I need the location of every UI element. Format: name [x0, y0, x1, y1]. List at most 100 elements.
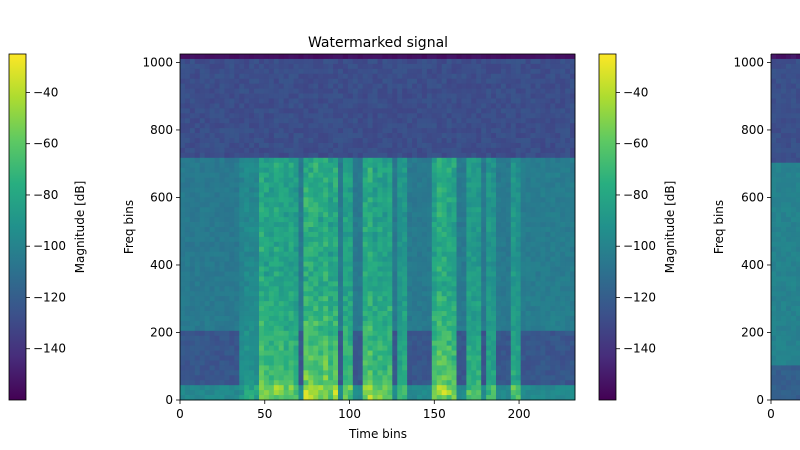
heatmap-cell: [283, 78, 290, 85]
heatmap-cell: [219, 142, 225, 149]
heatmap-cell: [180, 390, 186, 396]
heatmap-cell: [199, 192, 206, 198]
heatmap-cell: [229, 365, 235, 371]
heatmap-cell: [407, 192, 413, 198]
heatmap-cell: [234, 296, 240, 302]
heatmap-cell: [180, 98, 186, 104]
heatmap-cell: [194, 103, 201, 109]
heatmap-cell: [357, 128, 364, 134]
heatmap-cell: [412, 58, 418, 65]
heatmap-cell: [510, 113, 517, 119]
heatmap-cell: [189, 365, 196, 371]
heatmap-cell: [367, 330, 373, 337]
heatmap-cell: [273, 187, 280, 193]
heatmap-cell: [486, 212, 492, 218]
heatmap-cell: [476, 197, 482, 203]
heatmap-cell: [254, 350, 260, 356]
heatmap-cell: [293, 162, 299, 169]
heatmap-cell: [323, 172, 329, 178]
heatmap-cell: [505, 365, 512, 371]
heatmap-cell: [293, 231, 299, 238]
heatmap-cell: [234, 335, 240, 342]
heatmap-cell: [278, 261, 285, 267]
heatmap-cell: [520, 187, 527, 193]
heatmap-cell: [436, 325, 443, 332]
heatmap-cell: [357, 202, 364, 208]
heatmap-cell: [293, 192, 299, 198]
heatmap-cell: [234, 187, 240, 193]
heatmap-cell: [263, 123, 270, 129]
heatmap-cell: [417, 370, 423, 376]
heatmap-cell: [367, 227, 373, 233]
heatmap-cell: [328, 340, 334, 347]
heatmap-cell: [505, 192, 512, 198]
heatmap-cell: [491, 350, 497, 356]
heatmap-cell: [328, 68, 334, 75]
heatmap-cell: [288, 246, 294, 253]
heatmap-cell: [357, 390, 364, 396]
heatmap-cell: [402, 340, 408, 347]
heatmap-cell: [397, 301, 403, 307]
heatmap-cell: [293, 142, 299, 149]
heatmap-cell: [313, 236, 319, 243]
heatmap-cell: [496, 128, 502, 134]
heatmap-cell: [313, 241, 319, 248]
heatmap-cell: [476, 227, 482, 233]
heatmap-cell: [308, 320, 314, 327]
heatmap-cell: [515, 54, 522, 60]
heatmap-cell: [214, 350, 220, 356]
heatmap-cell: [234, 133, 240, 139]
heatmap-cell: [515, 395, 522, 401]
heatmap-cell: [209, 261, 215, 267]
heatmap-cell: [328, 281, 334, 287]
heatmap-cell: [313, 395, 319, 401]
heatmap-cell: [328, 231, 334, 238]
heatmap-cell: [219, 192, 225, 198]
heatmap-cell: [417, 103, 423, 109]
heatmap-cell: [189, 266, 196, 272]
heatmap-cell: [288, 385, 294, 391]
heatmap-cell: [426, 103, 433, 109]
heatmap-cell: [244, 360, 250, 366]
heatmap-cell: [412, 162, 418, 169]
heatmap-cell: [239, 227, 245, 233]
heatmap-cell: [510, 291, 517, 297]
heatmap-cell: [362, 152, 369, 159]
heatmap-cell: [446, 370, 452, 376]
heatmap-cell: [496, 162, 502, 169]
heatmap-cell: [219, 375, 225, 381]
heatmap-cell: [254, 251, 260, 258]
heatmap-cell: [496, 236, 502, 243]
heatmap-cell: [471, 241, 477, 248]
heatmap-cell: [209, 311, 215, 317]
heatmap-cell: [259, 330, 265, 337]
heatmap-cell: [229, 93, 235, 99]
heatmap-cell: [491, 217, 497, 223]
heatmap-cell: [254, 395, 260, 401]
heatmap-cell: [412, 231, 418, 238]
heatmap-cell: [362, 241, 369, 248]
heatmap-cell: [476, 286, 482, 292]
heatmap-cell: [456, 217, 462, 223]
heatmap-cell: [505, 68, 512, 75]
heatmap-cell: [481, 315, 487, 322]
heatmap-cell: [194, 138, 201, 144]
heatmap-cell: [525, 395, 531, 401]
heatmap-cell: [293, 241, 299, 248]
heatmap-cell: [303, 355, 309, 361]
heatmap-cell: [510, 276, 517, 282]
heatmap-cell: [283, 345, 290, 351]
heatmap-cell: [372, 296, 378, 302]
heatmap-cell: [224, 167, 230, 174]
heatmap-cell: [496, 370, 502, 376]
heatmap-cell: [273, 118, 280, 124]
heatmap-cell: [263, 68, 270, 75]
heatmap-cell: [268, 335, 275, 342]
heatmap-cell: [505, 385, 512, 391]
heatmap-cell: [308, 231, 314, 238]
heatmap-cell: [471, 360, 477, 366]
heatmap-cell: [323, 162, 329, 169]
heatmap-cell: [273, 128, 280, 134]
heatmap-cell: [318, 311, 324, 317]
heatmap-cell: [268, 142, 275, 149]
